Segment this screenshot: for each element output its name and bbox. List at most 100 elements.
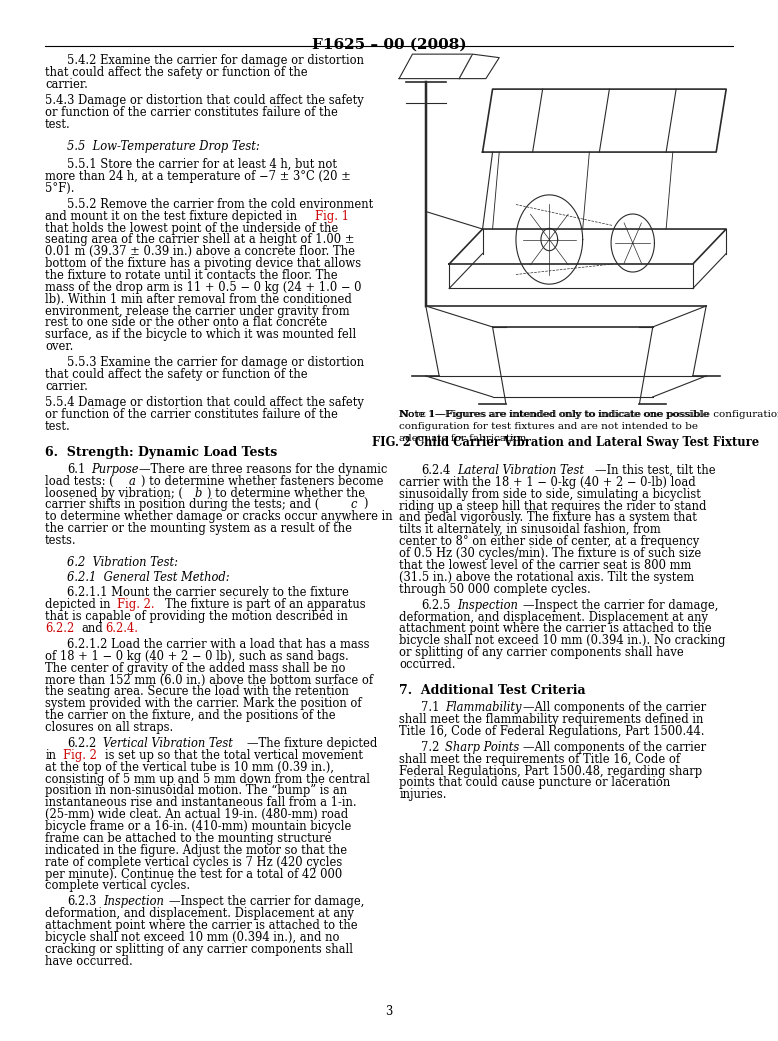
Text: a: a [129,475,136,487]
Text: center to 8° on either side of center, at a frequency: center to 8° on either side of center, a… [399,535,699,549]
Text: that could affect the safety or function of the: that could affect the safety or function… [45,66,308,79]
Text: 5.5.3 Examine the carrier for damage or distortion: 5.5.3 Examine the carrier for damage or … [67,356,364,370]
Text: ): ) [363,499,367,511]
Text: F1625 – 00 (2008): F1625 – 00 (2008) [312,37,466,51]
Text: 5.5.1 Store the carrier for at least 4 h, but not: 5.5.1 Store the carrier for at least 4 h… [67,158,337,171]
Text: points that could cause puncture or laceration: points that could cause puncture or lace… [399,777,671,789]
Text: 5.5  Low-Temperature Drop Test:: 5.5 Low-Temperature Drop Test: [67,139,260,153]
Text: 6.2  Vibration Test:: 6.2 Vibration Test: [67,556,178,569]
Text: Note 1—Figures are intended only to indicate one possible: Note 1—Figures are intended only to indi… [399,410,709,420]
Text: deformation, and displacement. Displacement at any: deformation, and displacement. Displacem… [45,908,354,920]
Text: occurred.: occurred. [399,658,456,671]
Text: adequate for fabrication.: adequate for fabrication. [399,434,530,442]
Text: bicycle frame or a 16-in. (410-mm) mountain bicycle: bicycle frame or a 16-in. (410-mm) mount… [45,820,352,833]
Text: consisting of 5 mm up and 5 mm down from the central: consisting of 5 mm up and 5 mm down from… [45,772,370,786]
Text: and: and [81,621,103,635]
Text: (31.5 in.) above the rotational axis. Tilt the system: (31.5 in.) above the rotational axis. Ti… [399,570,694,584]
Text: test.: test. [45,420,71,433]
Text: injuries.: injuries. [399,788,447,802]
Text: in: in [45,748,56,762]
Text: that holds the lowest point of the underside of the: that holds the lowest point of the under… [45,222,338,234]
Text: Lateral Vibration Test: Lateral Vibration Test [457,464,584,477]
Text: 6.2.2: 6.2.2 [67,737,96,750]
Text: that the lowest level of the carrier seat is 800 mm: that the lowest level of the carrier sea… [399,559,692,572]
Text: Vertical Vibration Test: Vertical Vibration Test [103,737,233,750]
Text: or function of the carrier constitutes failure of the: or function of the carrier constitutes f… [45,408,338,421]
Text: 5°F).: 5°F). [45,182,75,195]
Text: carrier.: carrier. [45,78,88,91]
Text: and pedal vigorously. The fixture has a system that: and pedal vigorously. The fixture has a … [399,511,697,525]
Text: bicycle shall not exceed 10 mm (0.394 in.). No cracking: bicycle shall not exceed 10 mm (0.394 in… [399,634,726,648]
Text: The center of gravity of the added mass shall be no: The center of gravity of the added mass … [45,662,345,675]
Text: Inspection: Inspection [103,895,163,909]
Text: frame can be attached to the mounting structure: frame can be attached to the mounting st… [45,832,331,845]
Text: 6.2.5: 6.2.5 [421,599,450,612]
Text: —Inspect the carrier for damage,: —Inspect the carrier for damage, [523,599,718,612]
Text: 5.4.2 Examine the carrier for damage or distortion: 5.4.2 Examine the carrier for damage or … [67,54,364,67]
Text: cracking or splitting of any carrier components shall: cracking or splitting of any carrier com… [45,943,353,956]
Text: —Inspect the carrier for damage,: —Inspect the carrier for damage, [169,895,364,909]
Text: c: c [351,499,357,511]
Text: FIG. 2 Child Carrier Vibration and Lateral Sway Test Fixture: FIG. 2 Child Carrier Vibration and Later… [373,436,759,450]
Text: of 0.5 Hz (30 cycles/min). The fixture is of such size: of 0.5 Hz (30 cycles/min). The fixture i… [399,547,701,560]
Text: attachment point where the carrier is attached to the: attachment point where the carrier is at… [45,919,358,932]
Text: instantaneous rise and instantaneous fall from a 1-in.: instantaneous rise and instantaneous fal… [45,796,357,809]
Text: 6.2.4: 6.2.4 [421,464,450,477]
Text: indicated in the figure. Adjust the motor so that the: indicated in the figure. Adjust the moto… [45,844,347,857]
Text: closures on all straps.: closures on all straps. [45,721,173,734]
Text: per minute). Continue the test for a total of 42 000: per minute). Continue the test for a tot… [45,867,342,881]
Text: the carrier or the mounting system as a result of the: the carrier or the mounting system as a … [45,523,352,535]
Text: 6.2.1.2 Load the carrier with a load that has a mass: 6.2.1.2 Load the carrier with a load tha… [67,638,370,651]
Text: rest to one side or the other onto a flat concrete: rest to one side or the other onto a fla… [45,316,328,329]
Text: Fig. 2: Fig. 2 [63,748,97,762]
Text: seating area of the carrier shell at a height of 1.00 ±: seating area of the carrier shell at a h… [45,233,355,247]
Text: is set up so that the total vertical movement: is set up so that the total vertical mov… [105,748,363,762]
Text: have occurred.: have occurred. [45,955,133,968]
Text: test.: test. [45,118,71,130]
Text: 5.5.4 Damage or distortion that could affect the safety: 5.5.4 Damage or distortion that could af… [45,396,364,409]
Text: carrier with the 18 + 1 − 0-kg (40 + 2 − 0-lb) load: carrier with the 18 + 1 − 0-kg (40 + 2 −… [399,476,696,489]
Text: Purpose: Purpose [91,463,138,476]
Text: Inspection: Inspection [457,599,517,612]
Text: over.: over. [45,340,73,353]
Text: tilts it alternately, in sinusoidal fashion, from: tilts it alternately, in sinusoidal fash… [399,524,661,536]
Text: configuration for test fixtures and are not intended to be: configuration for test fixtures and are … [399,422,698,431]
Text: more than 24 h, at a temperature of −7 ± 3°C (20 ±: more than 24 h, at a temperature of −7 ±… [45,170,351,183]
Text: tests.: tests. [45,534,77,547]
Text: —All components of the carrier: —All components of the carrier [523,741,706,754]
Text: 6.1: 6.1 [67,463,86,476]
Text: depicted in: depicted in [45,599,110,611]
Text: —All components of the carrier: —All components of the carrier [523,701,706,714]
Text: riding up a steep hill that requires the rider to stand: riding up a steep hill that requires the… [399,500,706,512]
Text: through 50 000 complete cycles.: through 50 000 complete cycles. [399,583,591,595]
Text: —There are three reasons for the dynamic: —There are three reasons for the dynamic [138,463,387,476]
Text: of 18 + 1 − 0 kg (40 + 2 − 0 lb), such as sand bags.: of 18 + 1 − 0 kg (40 + 2 − 0 lb), such a… [45,650,349,663]
Text: loosened by vibration; (: loosened by vibration; ( [45,486,183,500]
Text: 6.  Strength: Dynamic Load Tests: 6. Strength: Dynamic Load Tests [45,447,278,459]
Text: that is capable of providing the motion described in: that is capable of providing the motion … [45,610,348,623]
Text: shall meet the requirements of Title 16, Code of: shall meet the requirements of Title 16,… [399,753,680,766]
Text: Nᴏᴛᴇ 1—Figures are intended only to indicate one possible configuration for test: Nᴏᴛᴇ 1—Figures are intended only to indi… [399,410,778,420]
Text: at the top of the vertical tube is 10 mm (0.39 in.),: at the top of the vertical tube is 10 mm… [45,761,334,773]
Text: 7.2: 7.2 [421,741,440,754]
Text: to determine whether damage or cracks occur anywhere in: to determine whether damage or cracks oc… [45,510,393,524]
Text: or splitting of any carrier components shall have: or splitting of any carrier components s… [399,646,684,659]
Text: 6.2.3: 6.2.3 [67,895,96,909]
Text: more than 152 mm (6.0 in.) above the bottom surface of: more than 152 mm (6.0 in.) above the bot… [45,674,373,686]
Text: load tests: (: load tests: ( [45,475,114,487]
Text: (25-mm) wide cleat. An actual 19-in. (480-mm) road: (25-mm) wide cleat. An actual 19-in. (48… [45,808,349,821]
Text: Fig. 1: Fig. 1 [315,209,349,223]
Text: Title 16, Code of Federal Regulations, Part 1500.44.: Title 16, Code of Federal Regulations, P… [399,725,705,738]
Text: 6.2.4.: 6.2.4. [105,621,138,635]
Text: complete vertical cycles.: complete vertical cycles. [45,880,191,892]
Text: shall meet the flammability requirements defined in: shall meet the flammability requirements… [399,713,703,726]
Text: mass of the drop arm is 11 + 0.5 − 0 kg (24 + 1.0 − 0: mass of the drop arm is 11 + 0.5 − 0 kg … [45,281,362,294]
Text: ) to determine whether fasteners become: ) to determine whether fasteners become [141,475,384,487]
Text: N: N [399,410,408,420]
Text: the seating area. Secure the load with the retention: the seating area. Secure the load with t… [45,685,349,699]
Text: system provided with the carrier. Mark the position of: system provided with the carrier. Mark t… [45,697,362,710]
Text: b: b [195,486,202,500]
Text: deformation, and displacement. Displacement at any: deformation, and displacement. Displacem… [399,610,708,624]
Polygon shape [482,90,726,152]
Text: position in non-sinusoidal motion. The “bump” is an: position in non-sinusoidal motion. The “… [45,785,347,797]
